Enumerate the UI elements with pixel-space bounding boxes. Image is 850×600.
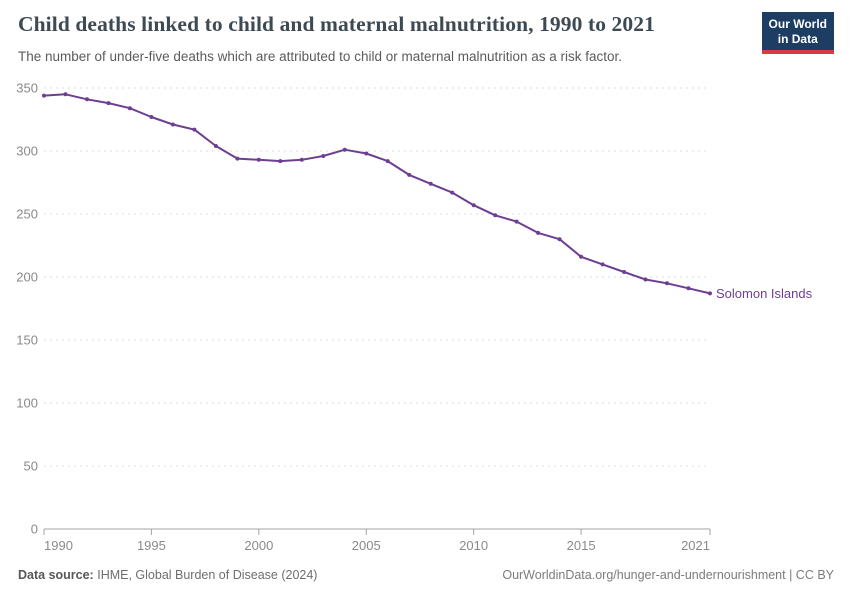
data-point (622, 270, 627, 274)
data-point (42, 93, 46, 98)
x-tick-label: 2021 (681, 538, 710, 553)
data-source-text: IHME, Global Burden of Disease (2024) (97, 568, 318, 582)
data-point (213, 144, 218, 148)
data-point (149, 115, 154, 119)
data-point (299, 157, 304, 162)
data-point (342, 147, 347, 152)
data-point (493, 213, 498, 218)
series-label: Solomon Islands (716, 286, 813, 301)
data-source-label: Data source: (18, 568, 94, 582)
data-point (85, 97, 89, 102)
data-point (450, 190, 455, 195)
y-tick-label: 100 (16, 396, 38, 411)
y-tick-label: 0 (31, 522, 38, 537)
data-point (170, 122, 175, 127)
x-tick-label: 1995 (137, 538, 166, 553)
data-point (471, 203, 476, 208)
y-tick-label: 300 (16, 144, 38, 159)
y-tick-label: 50 (24, 459, 38, 474)
owid-logo-line2: in Data (777, 31, 818, 46)
data-point (643, 277, 648, 282)
x-tick-label: 2000 (244, 538, 273, 553)
data-source: Data source: IHME, Global Burden of Dise… (18, 568, 317, 582)
series-line (43, 93, 711, 295)
data-point (63, 92, 68, 97)
x-tick-label: 2005 (352, 538, 381, 553)
x-tick-label: 1990 (44, 538, 73, 553)
x-tick-label: 2015 (567, 538, 596, 553)
data-point (364, 151, 369, 156)
data-point (579, 254, 584, 259)
data-point (127, 106, 132, 111)
chart-footer: Data source: IHME, Global Burden of Dise… (18, 568, 834, 582)
data-point (385, 159, 390, 164)
chart-title: Child deaths linked to child and materna… (18, 12, 655, 36)
owid-logo[interactable]: Our World in Data (761, 12, 834, 55)
y-tick-label: 150 (16, 333, 38, 348)
y-tick-label: 200 (16, 270, 38, 285)
data-point (407, 172, 412, 177)
data-point (557, 237, 562, 242)
data-point (536, 230, 541, 235)
chart-subtitle: The number of under-five deaths which ar… (18, 49, 623, 64)
data-point (278, 159, 283, 164)
data-point (600, 262, 605, 267)
owid-logo-line1: Our World (768, 17, 827, 31)
y-tick-label: 250 (16, 207, 38, 222)
data-point (708, 291, 712, 296)
data-point (235, 156, 240, 161)
y-tick-label: 350 (16, 81, 38, 96)
data-point (256, 157, 261, 162)
data-point (665, 281, 669, 286)
data-point (106, 101, 111, 106)
data-point (686, 286, 691, 291)
data-point (514, 219, 519, 224)
data-point (192, 127, 197, 132)
footer-link[interactable]: OurWorldinData.org/hunger-and-undernouri… (502, 568, 834, 582)
x-tick-label: 2010 (459, 538, 488, 553)
data-point (428, 181, 433, 186)
data-point (321, 154, 326, 158)
